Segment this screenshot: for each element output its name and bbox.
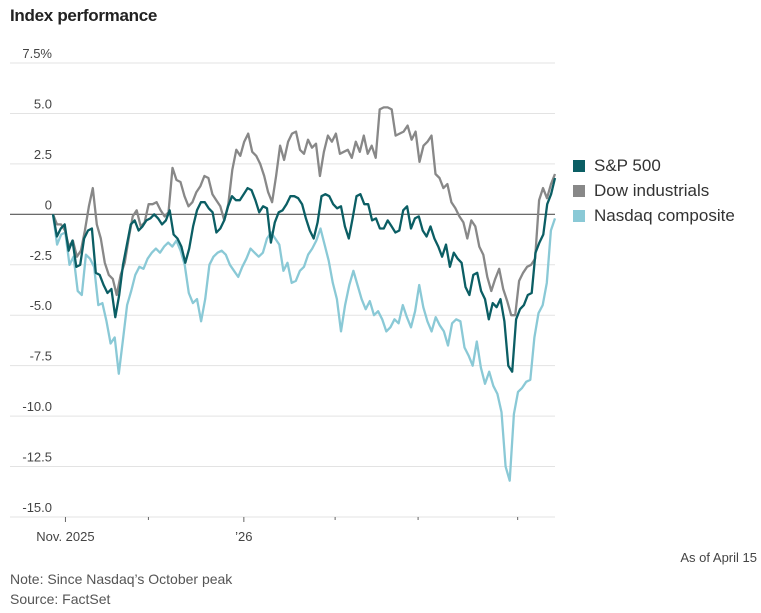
series-lines bbox=[51, 106, 557, 482]
legend-swatch-dow bbox=[573, 184, 585, 197]
y-tick-label: -2.5 bbox=[30, 248, 52, 263]
chart-note: Note: Since Nasdaq’s October peak bbox=[10, 571, 233, 587]
gridlines bbox=[10, 62, 555, 518]
dow-line bbox=[51, 106, 557, 317]
legend-item-dow: Dow industrials bbox=[573, 178, 735, 203]
x-tick-label: Nov. 2025 bbox=[36, 529, 94, 544]
chart-source: Source: FactSet bbox=[10, 591, 111, 607]
y-tick-label: 7.5% bbox=[22, 46, 52, 61]
as-of-date: As of April 15 bbox=[680, 550, 757, 565]
sp500-line bbox=[51, 177, 557, 373]
y-tick-label: -15.0 bbox=[22, 500, 52, 515]
legend-label-sp500: S&P 500 bbox=[594, 155, 661, 175]
y-axis-labels: 7.5% 5.0 2.5 0 -2.5 -5.0 -7.5 -10.0 -12.5 -15.0 bbox=[22, 46, 52, 515]
y-tick-label: 2.5 bbox=[34, 147, 52, 162]
legend: S&P 500 Dow industrials Nasdaq composite bbox=[573, 153, 735, 228]
y-tick-label: -5.0 bbox=[30, 298, 52, 313]
legend-swatch-sp500 bbox=[573, 159, 585, 172]
legend-item-sp500: S&P 500 bbox=[573, 153, 735, 178]
y-tick-label: -12.5 bbox=[22, 450, 52, 465]
x-axis: Nov. 2025 ’26 bbox=[36, 517, 519, 544]
y-tick-label: -10.0 bbox=[22, 399, 52, 414]
legend-swatch-nasdaq bbox=[573, 209, 585, 222]
x-tick-label: ’26 bbox=[235, 529, 252, 544]
y-tick-label: 0 bbox=[45, 197, 52, 212]
nasdaq-line bbox=[51, 214, 557, 482]
chart-title: Index performance bbox=[10, 6, 158, 25]
y-tick-label: 5.0 bbox=[34, 96, 52, 111]
legend-label-dow: Dow industrials bbox=[594, 180, 710, 200]
y-tick-label: -7.5 bbox=[30, 349, 52, 364]
legend-label-nasdaq: Nasdaq composite bbox=[594, 205, 735, 225]
legend-item-nasdaq: Nasdaq composite bbox=[573, 203, 735, 228]
